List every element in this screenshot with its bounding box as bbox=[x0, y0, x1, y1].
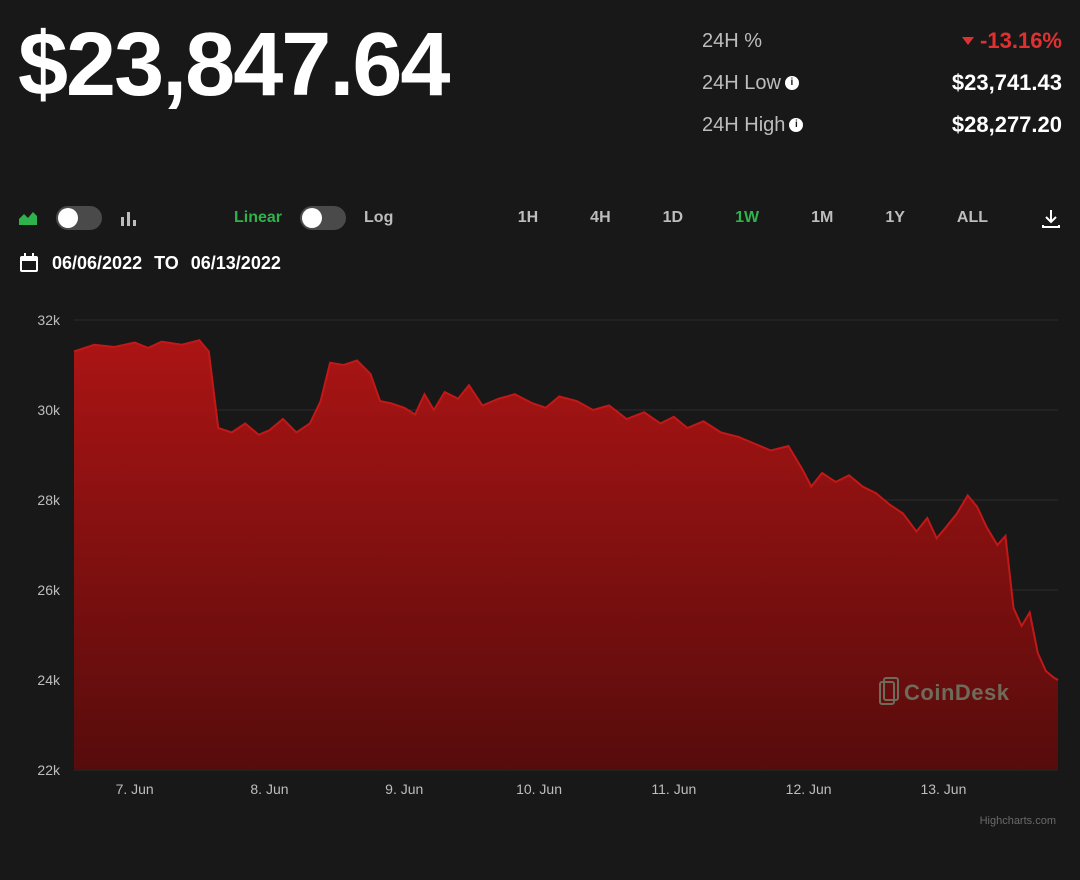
calendar-icon[interactable] bbox=[18, 252, 40, 274]
stat-label: 24H Low i bbox=[702, 72, 799, 95]
date-to[interactable]: 06/13/2022 bbox=[191, 253, 281, 274]
stat-value-24h-low: $23,741.43 bbox=[952, 70, 1062, 96]
area-chart-icon[interactable] bbox=[18, 210, 38, 226]
svg-text:32k: 32k bbox=[37, 312, 61, 328]
stat-label: 24H High i bbox=[702, 114, 803, 137]
svg-text:11. Jun: 11. Jun bbox=[651, 781, 696, 797]
scale-toggle[interactable] bbox=[300, 206, 346, 230]
download-icon[interactable] bbox=[1040, 207, 1062, 229]
svg-text:13. Jun: 13. Jun bbox=[920, 781, 966, 797]
svg-text:9. Jun: 9. Jun bbox=[385, 781, 423, 797]
date-from[interactable]: 06/06/2022 bbox=[52, 253, 142, 274]
price-chart[interactable]: 22k 24k 26k 28k 30k 32k 7. Jun 8. Jun 9. Jun 10. … bbox=[18, 310, 1062, 830]
svg-text:28k: 28k bbox=[37, 492, 61, 508]
svg-text:26k: 26k bbox=[37, 582, 61, 598]
timeframe-1d[interactable]: 1D bbox=[663, 209, 683, 227]
caret-down-icon bbox=[962, 37, 974, 45]
svg-text:30k: 30k bbox=[37, 402, 61, 418]
svg-text:24k: 24k bbox=[37, 672, 61, 688]
stat-label: 24H % bbox=[702, 30, 762, 53]
svg-text:Highcharts.com: Highcharts.com bbox=[980, 815, 1056, 827]
bar-chart-icon[interactable] bbox=[120, 210, 138, 226]
stat-value-24h-high: $28,277.20 bbox=[952, 112, 1062, 138]
timeframe-all[interactable]: ALL bbox=[957, 209, 988, 227]
svg-text:12. Jun: 12. Jun bbox=[786, 781, 832, 797]
date-to-label: TO bbox=[154, 253, 179, 274]
price-stats: 24H % -13.16% 24H Low i $23,741.43 24H H… bbox=[702, 20, 1062, 146]
scale-linear[interactable]: Linear bbox=[234, 209, 282, 227]
svg-text:8. Jun: 8. Jun bbox=[250, 781, 288, 797]
chart-type-toggle[interactable] bbox=[56, 206, 102, 230]
stat-row-24h-low: 24H Low i $23,741.43 bbox=[702, 62, 1062, 104]
timeframe-1w[interactable]: 1W bbox=[735, 209, 759, 227]
controls-left: Linear Log bbox=[18, 206, 393, 230]
chart-controls: Linear Log 1H 4H 1D 1W 1M 1Y ALL bbox=[18, 206, 1062, 230]
controls-right: 1H 4H 1D 1W 1M 1Y ALL bbox=[518, 207, 1062, 229]
current-price: $23,847.64 bbox=[18, 20, 448, 110]
svg-text:22k: 22k bbox=[37, 762, 61, 778]
date-range: 06/06/2022 TO 06/13/2022 bbox=[18, 252, 1062, 274]
svg-text:7. Jun: 7. Jun bbox=[116, 781, 154, 797]
timeframe-4h[interactable]: 4H bbox=[590, 209, 610, 227]
timeframe-1h[interactable]: 1H bbox=[518, 209, 538, 227]
price-header: $23,847.64 24H % -13.16% 24H Low i $23,7… bbox=[18, 10, 1062, 146]
svg-text:CoinDesk: CoinDesk bbox=[904, 680, 1010, 705]
info-icon[interactable]: i bbox=[785, 76, 799, 90]
stat-row-24h-high: 24H High i $28,277.20 bbox=[702, 104, 1062, 146]
timeframe-1m[interactable]: 1M bbox=[811, 209, 833, 227]
svg-text:10. Jun: 10. Jun bbox=[516, 781, 562, 797]
stat-value-24h-percent: -13.16% bbox=[962, 28, 1062, 54]
info-icon[interactable]: i bbox=[789, 118, 803, 132]
stat-row-24h-percent: 24H % -13.16% bbox=[702, 20, 1062, 62]
timeframe-1y[interactable]: 1Y bbox=[885, 209, 905, 227]
scale-log[interactable]: Log bbox=[364, 209, 393, 227]
